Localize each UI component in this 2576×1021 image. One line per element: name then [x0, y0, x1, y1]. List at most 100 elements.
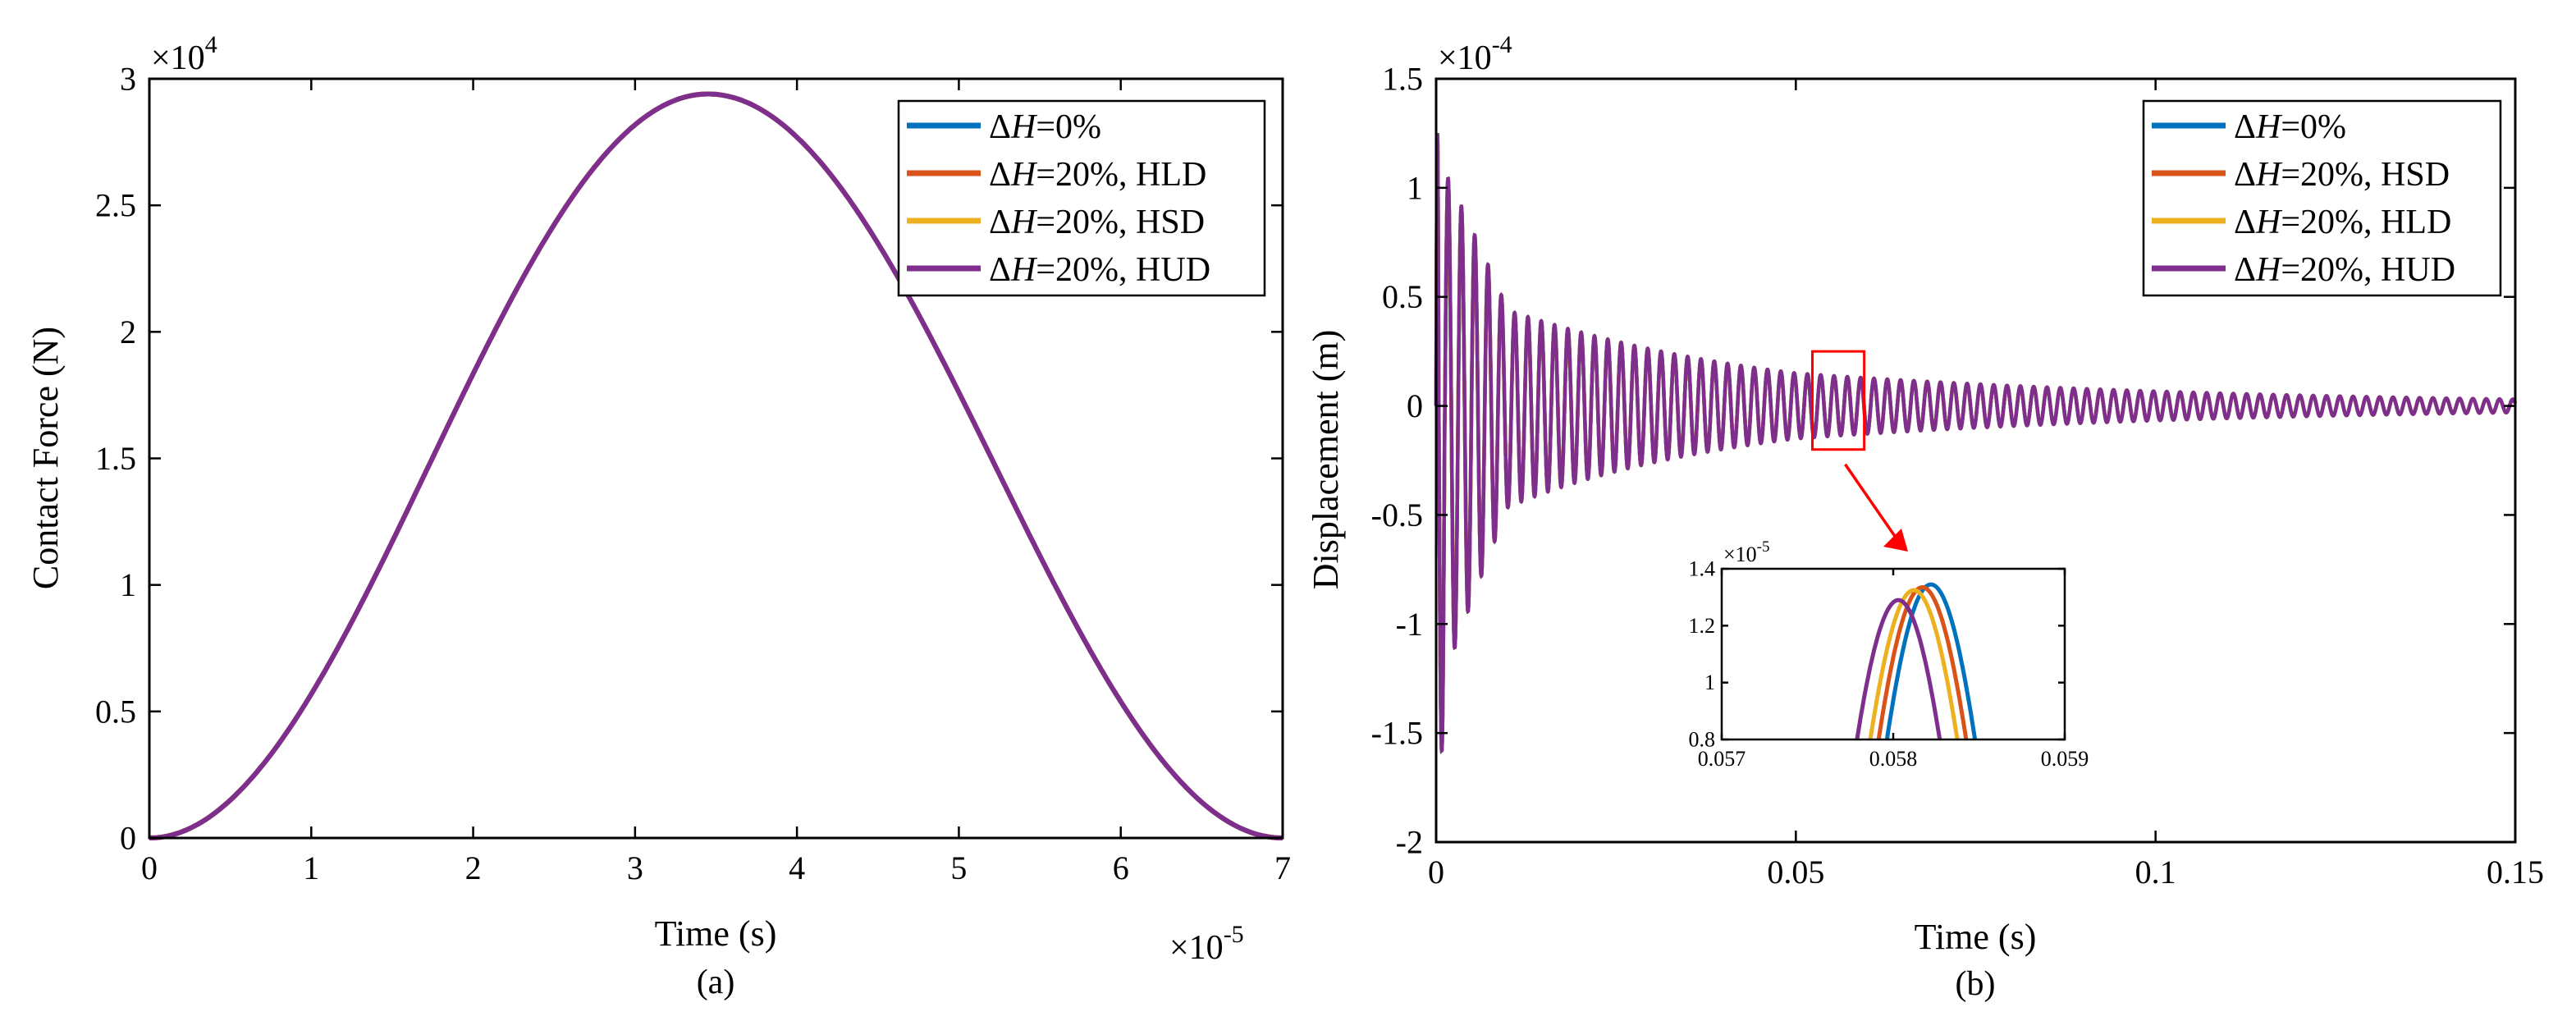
panel-a-y-label: Contact Force (N) — [25, 327, 66, 589]
legend-var: H — [1010, 251, 1038, 289]
legend-delta: Δ — [2234, 204, 2256, 241]
legend-delta: Δ — [989, 108, 1011, 146]
inset-peak-dh0 — [1884, 582, 1978, 739]
legend-label: ΔH=0% — [989, 108, 1101, 146]
x-tick-label: 3 — [627, 849, 643, 886]
x-tick-label: 6 — [1113, 849, 1129, 886]
inset-y-exponent: ×10-5 — [1723, 538, 1770, 566]
inset: 0.057 0.058 0.059 0.8 1 1.2 1.4 ×10-5 — [1689, 538, 2089, 771]
panel-b-legend-box — [2142, 99, 2502, 297]
zoom-box — [1810, 350, 1866, 451]
legend-rest: =20%, HSD — [2281, 156, 2450, 194]
y-tick-label: 0 — [120, 820, 136, 857]
legend-label: ΔH=20%, HUD — [2234, 251, 2455, 289]
panel-b: 0 0.05 0.1 0.15 -2-1.5-1-0.500.511.5 ×10-4 … — [1306, 31, 2544, 1003]
panel-b-caption: (b) — [1956, 965, 1996, 1003]
inset-peak-dh20_hud — [1855, 597, 1942, 739]
y-tick-label: 1 — [1407, 169, 1423, 206]
legend-var: H — [2255, 204, 2283, 241]
legend-rest: =0% — [2281, 108, 2346, 146]
y-tick-label: 2.5 — [95, 187, 136, 224]
inset-y-exponent-value: -5 — [1757, 538, 1770, 556]
zoom-arrow-head — [1883, 529, 1908, 552]
legend-var: H — [1010, 204, 1038, 241]
legend-delta: Δ — [2234, 108, 2256, 146]
y-tick-label: 3 — [120, 61, 136, 98]
y-tick-label: 0.5 — [95, 693, 136, 730]
legend-label: ΔH=20%, HUD — [989, 251, 1210, 289]
panel-a-x-label: Time (s) — [655, 913, 777, 954]
x-tick-label: 1 — [303, 849, 319, 886]
x-tick-label: 0.059 — [2041, 747, 2089, 771]
inset-peak-dh20_red — [1876, 584, 1969, 739]
panel-b-axes-box — [1434, 77, 2517, 844]
x-tick-label: 0.05 — [1767, 854, 1824, 891]
legend-var: H — [2255, 156, 2283, 194]
panel-a-y-exponent: ×104 — [151, 31, 217, 77]
legend-var: H — [2255, 108, 2283, 146]
panel-a-legend-box — [897, 99, 1266, 297]
y-tick-label: 1.5 — [95, 440, 136, 477]
x-tick-label: 0 — [141, 849, 158, 886]
x-tick-label: 0.058 — [1869, 747, 1918, 771]
y-tick-label: 0 — [1407, 387, 1423, 424]
x-tick-label: 2 — [465, 849, 482, 886]
inset-peak-dh20_yellow — [1868, 588, 1960, 739]
legend-var: H — [2255, 251, 2283, 289]
y-tick-label: 1.4 — [1689, 557, 1716, 581]
x-tick-label: 0.057 — [1698, 747, 1746, 771]
panel-a-x-exponent: ×10-5 — [1169, 921, 1244, 967]
y-tick-label: -1.5 — [1371, 715, 1423, 752]
x-tick-label: 4 — [789, 849, 805, 886]
legend-label: ΔH=20%, HSD — [2234, 156, 2450, 194]
inset-y-multiplier: ×10 — [1723, 543, 1757, 566]
legend-rest: =20%, HUD — [1036, 251, 1210, 289]
inset-ticks — [1720, 567, 2066, 741]
panel-b-curves — [1434, 133, 2518, 754]
panel-a-ticks — [148, 77, 1284, 840]
zoom-arrow-shaft — [1844, 463, 1901, 544]
legend-delta: Δ — [989, 204, 1011, 241]
legend-delta: Δ — [989, 156, 1011, 194]
y-tick-label: 1 — [120, 566, 136, 603]
displacement-curve-dh20_hud — [1434, 133, 2518, 754]
panel-b-y-multiplier: ×10 — [1438, 39, 1492, 77]
y-tick-label: 1.2 — [1689, 614, 1716, 638]
panel-b-y-exponent: ×10-4 — [1438, 31, 1512, 77]
legend-rest: =20%, HLD — [1036, 156, 1206, 194]
panel-b-y-label: Displacement (m) — [1306, 330, 1346, 589]
y-tick-label: 1 — [1704, 671, 1715, 694]
panel-b-x-tick-labels: 0 0.05 0.1 0.15 — [1428, 854, 2544, 891]
legend-rest: =20%, HSD — [1036, 204, 1205, 241]
legend-rest: =0% — [1036, 108, 1101, 146]
panel-a-y-multiplier: ×10 — [151, 39, 205, 77]
x-tick-label: 5 — [950, 849, 967, 886]
legend-label: ΔH=20%, HSD — [989, 204, 1205, 241]
legend-label: ΔH=0% — [2234, 108, 2346, 146]
y-tick-label: -1 — [1396, 606, 1423, 643]
inset-x-tick-labels: 0.057 0.058 0.059 — [1698, 747, 2089, 771]
inset-curves — [1855, 582, 1978, 739]
panel-b-y-tick-labels: -2 -1.5 -1 -0.5 0 0.5 1 1.5 — [1371, 61, 1423, 861]
x-tick-label: 0 — [1428, 854, 1444, 891]
panel-a-y-exponent-value: 4 — [205, 31, 217, 58]
contact-force-curve-dh20_hud — [149, 91, 1283, 840]
legend-delta: Δ — [2234, 251, 2256, 289]
panel-b-x-label: Time (s) — [1915, 917, 2037, 957]
y-tick-label: 2 — [120, 314, 136, 350]
legend-var: H — [1010, 108, 1038, 146]
x-tick-label: 7 — [1274, 849, 1291, 886]
y-tick-label: 0.8 — [1689, 728, 1716, 752]
legend-delta: Δ — [2234, 156, 2256, 194]
legend-rest: =20%, HLD — [2281, 204, 2451, 241]
legend-var: H — [1010, 156, 1038, 194]
legend-rest: =20%, HUD — [2281, 251, 2455, 289]
x-tick-label: 0.15 — [2487, 854, 2544, 891]
legend-label: ΔH=20%, HLD — [2234, 204, 2451, 241]
inset-y-tick-labels: 0.8 1 1.2 1.4 — [1689, 557, 1716, 752]
